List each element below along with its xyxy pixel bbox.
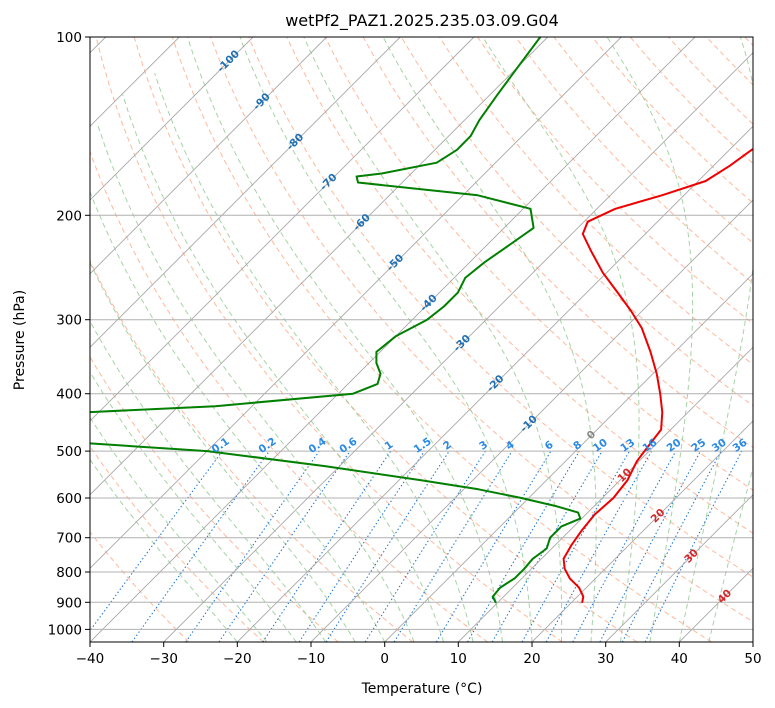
- mixing-ratio-line: [599, 450, 701, 642]
- y-tick-label: 500: [56, 444, 82, 460]
- mixing-ratio-line: [90, 450, 223, 632]
- x-tick-label: 20: [523, 651, 540, 667]
- x-tick-label: −10: [297, 651, 326, 667]
- x-tick-label: −30: [149, 651, 178, 667]
- isotherm-line: [236, 125, 753, 642]
- isotherm-line: [531, 420, 753, 642]
- isotherm-line: [90, 37, 549, 496]
- y-tick-label: 700: [56, 531, 82, 547]
- dry-adiabats: [90, 37, 753, 642]
- dry-adiabat-line: [171, 37, 712, 642]
- mixing-ratio-line: [364, 450, 486, 642]
- mixing-ratio-line: [545, 450, 653, 642]
- moist-adiabat-line: [678, 37, 753, 642]
- mixing-ratio-line: [621, 450, 722, 642]
- y-axis-title: Pressure (hPa): [12, 290, 28, 390]
- isotherm-line: [605, 494, 753, 642]
- y-tick-label: 900: [56, 595, 82, 611]
- moist-adiabat-line: [482, 37, 640, 642]
- y-tick-label: 400: [56, 387, 82, 403]
- mixing-ratio-line: [572, 450, 677, 642]
- isotherm-line: [310, 199, 753, 642]
- x-tick-label: −20: [223, 651, 252, 667]
- isotherm-line: [90, 37, 401, 348]
- dewpoint-profile-line: [90, 37, 582, 604]
- moist-adiabat-line: [90, 261, 356, 642]
- profile-lines: [90, 37, 753, 604]
- isotherm-line: [90, 37, 475, 422]
- dry-adiabat-line: [438, 37, 753, 366]
- x-axis: −40 −30 −20 −10 0 10 20 30 40 50: [76, 642, 762, 667]
- isotherm-line: [90, 37, 622, 569]
- isotherm-line: [457, 346, 753, 642]
- x-tick-label: 0: [380, 651, 389, 667]
- mixing-ratio-line: [435, 450, 552, 642]
- moist-adiabat-line: [303, 37, 563, 642]
- x-tick-label: 50: [744, 651, 761, 667]
- x-axis-title: Temperature (°C): [361, 681, 483, 697]
- isotherm-line: [90, 37, 328, 275]
- isotherm-line: [163, 52, 753, 642]
- dry-adiabat-line: [515, 37, 753, 284]
- mixing-ratio-line: [521, 450, 630, 642]
- isotherm-line: [90, 37, 254, 201]
- isotherm-line: [384, 273, 753, 642]
- mixing-ratio-line: [491, 450, 603, 642]
- moist-adiabat-line: [90, 416, 268, 642]
- y-axis: 1000 900 800 700 600 500 400 300 200 100: [48, 30, 90, 638]
- dry-adiabat-line: [362, 37, 753, 449]
- moist-adiabat-line: [154, 72, 474, 642]
- plot-area: 0.1 0.2 0.4 0.6 1 1.5 2 3 4 6 8 10 13 16 20 25 30 36-100-…: [90, 37, 753, 642]
- moist-adiabat-line: [90, 320, 327, 642]
- moist-adiabat-line: [606, 37, 694, 642]
- dry-adiabat-line: [133, 37, 638, 642]
- y-tick-label: 600: [56, 491, 82, 507]
- dry-adiabat-line: [95, 37, 563, 642]
- moist-adiabat-line: [90, 370, 297, 642]
- dry-adiabat-line: [210, 37, 753, 623]
- x-tick-label: 40: [671, 651, 688, 667]
- mixing-ratio-line: [218, 450, 351, 642]
- chart-title: wetPf2_PAZ1.2025.235.03.09.G04: [285, 11, 559, 31]
- moist-adiabat-line: [708, 465, 753, 642]
- x-tick-label: 30: [597, 651, 614, 667]
- y-tick-label: 200: [56, 208, 82, 224]
- dry-adiabat-line: [477, 37, 753, 325]
- moist-adiabat-line: [382, 37, 597, 642]
- x-tick-label: 10: [450, 651, 467, 667]
- isotherms: [90, 37, 753, 642]
- y-tick-label: 800: [56, 565, 82, 581]
- x-tick-label: −40: [76, 651, 105, 667]
- dry-adiabat-line: [90, 150, 488, 642]
- y-tick-label: 1000: [48, 622, 82, 638]
- mixing-ratio-line: [131, 450, 270, 642]
- mixing-ratio-line: [325, 450, 450, 642]
- temperature-profile-line: [562, 147, 753, 604]
- moist-adiabat-line: [239, 37, 533, 642]
- dry-adiabat-line: [90, 445, 264, 642]
- y-tick-label: 100: [56, 30, 82, 46]
- y-tick-label: 300: [56, 313, 82, 329]
- mixing-ratio-line: [467, 450, 580, 642]
- plot-frame: [89, 36, 754, 643]
- moist-adiabat-line: [122, 94, 445, 642]
- mixing-ratio-line: [185, 450, 320, 642]
- mixing-ratio-lines: [90, 450, 743, 642]
